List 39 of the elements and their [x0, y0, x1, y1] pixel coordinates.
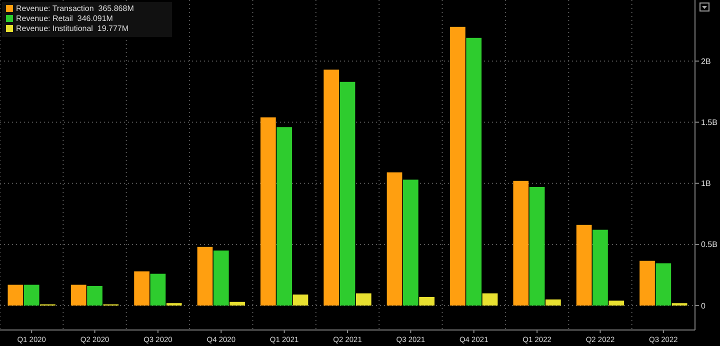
bar [87, 286, 102, 306]
y-tick-label: 1.5B [701, 118, 718, 128]
bar [482, 293, 498, 306]
bar [166, 303, 182, 306]
bar [576, 224, 592, 306]
bar [656, 263, 672, 306]
bar [592, 230, 608, 306]
bar [292, 294, 308, 306]
legend-label: Revenue: Transaction 365.868M [16, 4, 134, 13]
bar [608, 300, 624, 306]
bar [134, 271, 150, 306]
bar [672, 303, 688, 306]
bar [513, 180, 529, 306]
bar [466, 38, 482, 306]
bar [419, 297, 435, 306]
bar [386, 172, 402, 306]
bar [276, 127, 292, 306]
bar [230, 302, 245, 306]
bar [340, 82, 356, 306]
bar [403, 180, 418, 306]
bar [70, 284, 86, 306]
bar [356, 293, 372, 306]
bar [546, 299, 561, 306]
y-tick-label: 0 [701, 301, 706, 310]
bar [24, 284, 40, 306]
bar [213, 250, 229, 306]
bar [529, 187, 545, 306]
bar [260, 117, 276, 306]
legend-label: Revenue: Institutional 19.777M [16, 24, 129, 33]
y-tick-label: 0.5B [701, 240, 718, 250]
legend-label: Revenue: Retail 346.091M [16, 14, 114, 23]
bar [8, 284, 24, 306]
bar [324, 70, 340, 306]
y-tick-label: 1B [701, 179, 711, 188]
bar [150, 274, 166, 306]
y-tick-label: 2B [701, 56, 711, 66]
bar [640, 260, 655, 306]
bar [197, 246, 213, 306]
bar [450, 26, 466, 306]
